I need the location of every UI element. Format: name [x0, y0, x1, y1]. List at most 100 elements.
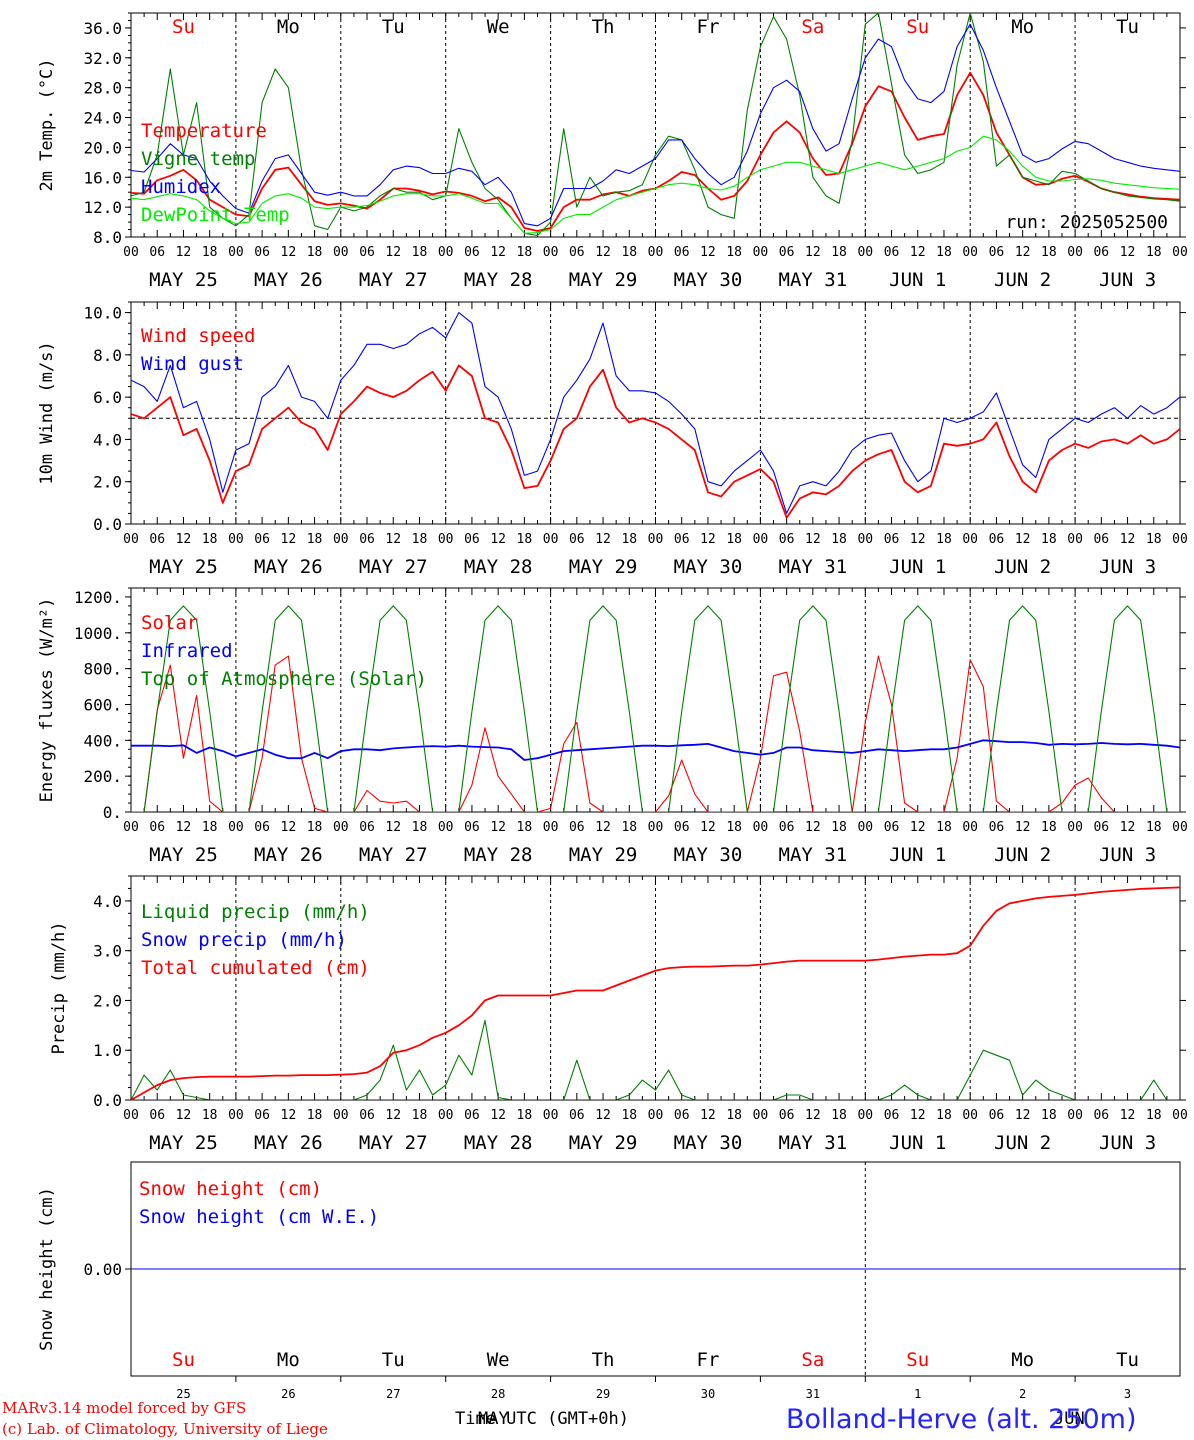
x-hour-label: 18 [936, 532, 952, 547]
y-tick-label: 16.0 [83, 168, 122, 187]
x-hour-label: 06 [149, 1108, 165, 1123]
x-hour-label: 18 [936, 820, 952, 835]
panel-temp: 8.0 12.0 16.0 20.0 24.0 28.0 32.0 36.0 2m Temp. … [37, 12, 1188, 291]
x-hour-label: 06 [149, 820, 165, 835]
x-hour-label: 06 [1093, 532, 1109, 547]
x-hour-label: 06 [989, 820, 1005, 835]
x-hour-label: 12 [385, 820, 401, 835]
x-hour-label: 06 [884, 1108, 900, 1123]
x-hour-label: 00 [1067, 245, 1083, 260]
x-hour-label: 18 [307, 245, 323, 260]
x-hour-label: 06 [989, 245, 1005, 260]
x-hour-label: 00 [333, 532, 349, 547]
x-hour-label: 00 [543, 820, 559, 835]
x-hour-label: 00 [753, 245, 769, 260]
x-date-label: JUN 2 [994, 269, 1051, 291]
x-hour-label: 12 [385, 245, 401, 260]
legend-entry: Humidex [141, 176, 221, 198]
x-hour-label: 00 [857, 820, 873, 835]
x-date-label: JUN 3 [1099, 844, 1156, 866]
x-hour-label: 12 [176, 245, 192, 260]
series-group [131, 886, 1180, 1100]
x-hour-label: 12 [805, 532, 821, 547]
x-hour-label: 12 [700, 820, 716, 835]
panel-wind: 0.0 2.0 4.0 6.0 8.0 10.0 10m Wind (m/s) 00 06 12 1… [37, 301, 1188, 578]
x-hour-label: 00 [333, 820, 349, 835]
x-hour-label: 06 [989, 532, 1005, 547]
run-label: run: 2025052500 [1005, 212, 1168, 233]
legend-entry: Liquid precip (mm/h) [141, 901, 370, 923]
x-hour-label: 12 [910, 532, 926, 547]
legend-entry: Infrared [141, 640, 233, 662]
x-date-label: MAY 26 [254, 269, 323, 291]
y-tick-label: 4.0 [93, 892, 122, 911]
x-hour-label: 00 [962, 1108, 978, 1123]
x-hour-label: 06 [254, 820, 270, 835]
series-group [131, 605, 1180, 812]
x-date-label: JUN 1 [889, 269, 946, 291]
x-hour-label: 18 [831, 245, 847, 260]
day-number-label: 28 [491, 1387, 505, 1401]
y-tick-label: 800. [83, 660, 122, 679]
weekday-label: Su [906, 1349, 929, 1371]
x-hour-label: 18 [1146, 1108, 1162, 1123]
y-tick-label: 200. [83, 767, 122, 786]
x-hour-label: 12 [1120, 245, 1136, 260]
y-tick-label: 1200. [74, 588, 122, 607]
footer-x-axis-label: Time UTC (GMT+0h) [455, 1409, 629, 1429]
x-hour-label: 06 [359, 1108, 375, 1123]
x-date-label: MAY 28 [464, 269, 533, 291]
x-hour-label: 18 [621, 532, 637, 547]
x-hour-label: 12 [1120, 820, 1136, 835]
x-hour-label: 06 [359, 820, 375, 835]
x-hour-label: 12 [281, 1108, 297, 1123]
x-hour-label: 18 [307, 1108, 323, 1123]
footer-model-credit: MARv3.14 model forced by GFS [2, 1399, 246, 1417]
x-hour-label: 06 [359, 245, 375, 260]
x-hour-label: 06 [779, 245, 795, 260]
x-hour-label: 06 [464, 1108, 480, 1123]
series-solar [131, 655, 1180, 812]
x-date-label: MAY 31 [779, 1132, 848, 1154]
y-tick-label: 12.0 [83, 198, 122, 217]
x-hour-label: 00 [1067, 1108, 1083, 1123]
x-hour-label: 06 [464, 820, 480, 835]
x-hour-label: 00 [1067, 820, 1083, 835]
x-hour-label: 00 [543, 245, 559, 260]
x-hour-label: 06 [254, 245, 270, 260]
day-number-label: 30 [701, 1387, 715, 1401]
day-number-label: 26 [281, 1387, 295, 1401]
x-hour-label: 18 [517, 245, 533, 260]
x-hour-label: 18 [621, 1108, 637, 1123]
x-hour-label: 12 [176, 1108, 192, 1123]
y-tick-label: 0. [103, 803, 122, 822]
panel-precip: 0.0 1.0 2.0 3.0 4.0 Precip (mm/h) 00 06 12 18 00 06… [49, 875, 1188, 1154]
weekday-label: Sa [801, 16, 824, 38]
x-date-label: JUN 1 [889, 844, 946, 866]
x-hour-label: 00 [333, 245, 349, 260]
x-hour-label: 18 [412, 245, 428, 260]
x-date-label: JUN 2 [994, 844, 1051, 866]
y-tick-label: 2.0 [93, 473, 122, 492]
x-hour-label: 06 [569, 245, 585, 260]
x-hour-label: 18 [936, 1108, 952, 1123]
x-hour-label: 06 [674, 245, 690, 260]
weekday-label: Fr [697, 1349, 720, 1371]
x-date-label: MAY 25 [149, 269, 218, 291]
weekday-label: Th [592, 16, 615, 38]
y-tick-label: 24.0 [83, 109, 122, 128]
x-hour-label: 00 [438, 245, 454, 260]
x-hour-label: 00 [123, 1108, 139, 1123]
x-hour-label: 06 [464, 532, 480, 547]
x-date-label: MAY 30 [674, 269, 743, 291]
weekday-label: Mo [1011, 16, 1034, 38]
x-hour-label: 12 [281, 820, 297, 835]
weekday-label: Su [172, 1349, 195, 1371]
y-tick-label: 8.0 [93, 228, 122, 247]
weekday-label: Mo [277, 1349, 300, 1371]
x-date-label: MAY 27 [359, 556, 428, 578]
x-hour-label: 18 [831, 1108, 847, 1123]
x-hour-label: 18 [517, 532, 533, 547]
x-hour-label: 00 [123, 245, 139, 260]
